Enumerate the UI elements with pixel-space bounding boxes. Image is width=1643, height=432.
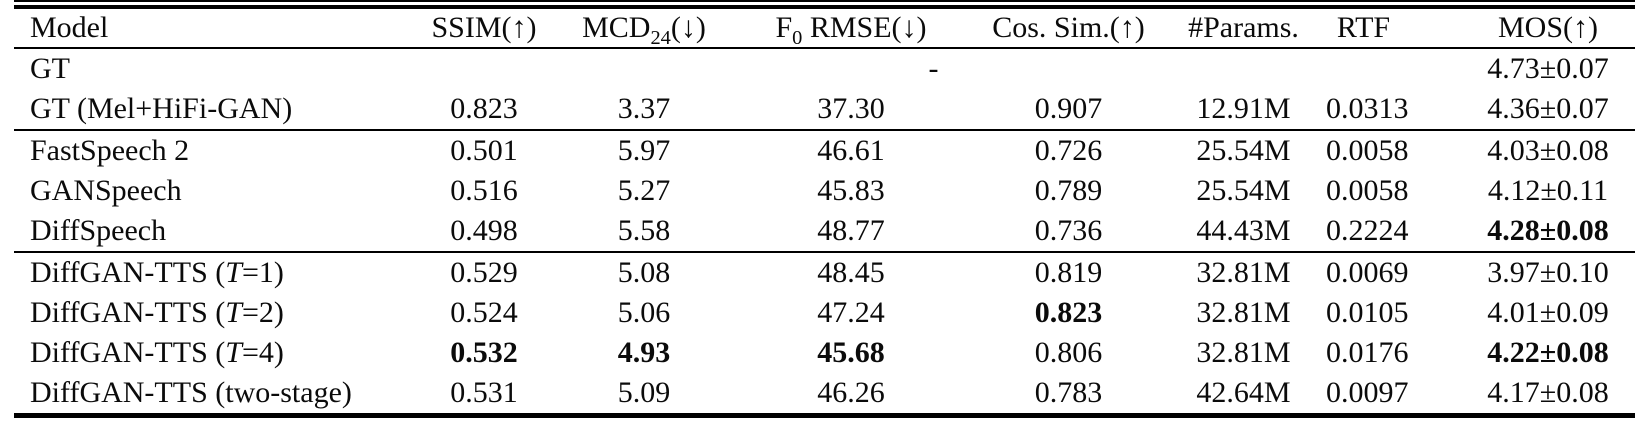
- metric-cell: 5.27: [617, 174, 671, 207]
- metric-cell: 5.58: [562, 211, 726, 253]
- results-table: Model SSIM(↑) MCD24(↓) F0 RMSE(↓) Cos. S…: [14, 9, 1635, 413]
- metric-cell: 0.789: [1034, 174, 1103, 207]
- metric-cell: 4.93: [617, 336, 671, 369]
- row-gt-mel-hifigan: GT (Mel+HiFi-GAN) 0.823 3.37 37.30 0.907…: [14, 89, 1635, 131]
- metric-cell: 5.08: [617, 256, 671, 289]
- model-cell: GT: [30, 52, 70, 85]
- metric-cell: 45.68: [817, 336, 885, 369]
- column-header-mcd24: MCD24(↓): [562, 9, 726, 49]
- metric-cell: 0.0105: [1326, 296, 1409, 329]
- metric-cell: 32.81M: [1196, 296, 1291, 329]
- metric-cell: 0.819: [1034, 256, 1103, 289]
- results-table-wrapper: Model SSIM(↑) MCD24(↓) F0 RMSE(↓) Cos. S…: [14, 0, 1635, 418]
- metric-cell: 45.83: [817, 174, 885, 207]
- metric-cell: 4.22±0.08: [1487, 336, 1609, 369]
- metric-cell: 0.532: [450, 336, 518, 369]
- column-header-ssim: SSIM(↑): [406, 9, 562, 49]
- metric-cell: 4.73±0.07: [1487, 52, 1609, 85]
- metric-cell: 0.907: [976, 89, 1161, 131]
- metric-cell: 4.36±0.07: [1431, 89, 1635, 131]
- header-row: Model SSIM(↑) MCD24(↓) F0 RMSE(↓) Cos. S…: [14, 9, 1635, 49]
- metric-cell: 5.97: [617, 134, 671, 167]
- column-header-f0-rmse: F0 RMSE(↓): [726, 9, 976, 49]
- metric-cell: 0.806: [1034, 336, 1103, 369]
- row-diffgan-tts-t1: DiffGAN-TTS (T=1) 0.529 5.08 48.45 0.819…: [14, 252, 1635, 293]
- row-ganspeech: GANSpeech 0.516 5.27 45.83 0.789 25.54M …: [14, 171, 1635, 211]
- metric-cell: 0.501: [450, 134, 518, 167]
- model-cell: DiffSpeech: [14, 211, 406, 253]
- metric-cell: 25.54M: [1196, 134, 1291, 167]
- metric-cell: 4.03±0.08: [1487, 134, 1609, 167]
- metric-cell: 0.783: [1034, 376, 1103, 409]
- row-gt: GT - 4.73±0.07: [14, 48, 1635, 89]
- column-header-rtf: RTF: [1326, 9, 1431, 49]
- metric-cell: 0.516: [450, 174, 518, 207]
- metric-cell: 0.529: [450, 256, 518, 289]
- column-header-cos-sim: Cos. Sim.(↑): [976, 9, 1161, 49]
- metric-cell: 0.2224: [1326, 211, 1431, 253]
- model-cell: DiffGAN-TTS (T=4): [30, 336, 284, 369]
- column-header-mos: MOS(↑): [1431, 9, 1635, 49]
- metric-cell: 42.64M: [1196, 376, 1291, 409]
- metric-cell: 0.0069: [1326, 256, 1409, 289]
- metric-cell: 44.43M: [1161, 211, 1326, 253]
- metric-cell: 32.81M: [1196, 256, 1291, 289]
- metric-cell: 46.61: [817, 134, 885, 167]
- row-diffgan-tts-t4: DiffGAN-TTS (T=4) 0.532 4.93 45.68 0.806…: [14, 333, 1635, 373]
- metric-cell: 46.26: [817, 376, 885, 409]
- metric-cell: 0.0313: [1326, 89, 1431, 131]
- metric-cell: 48.45: [817, 256, 885, 289]
- metric-cell: 3.37: [562, 89, 726, 131]
- metric-cell: 0.726: [1034, 134, 1103, 167]
- metric-cell: 4.12±0.11: [1487, 174, 1609, 207]
- dash-cell: -: [928, 52, 939, 85]
- row-diffgan-tts-two-stage: DiffGAN-TTS (two-stage) 0.531 5.09 46.26…: [14, 373, 1635, 413]
- metric-cell: 0.498: [406, 211, 562, 253]
- metric-cell: 37.30: [726, 89, 976, 131]
- model-cell: DiffGAN-TTS (T=1): [30, 256, 284, 289]
- metric-cell: 0.0176: [1326, 336, 1409, 369]
- row-fastspeech2: FastSpeech 2 0.501 5.97 46.61 0.726 25.5…: [14, 130, 1635, 171]
- metric-cell: 4.01±0.09: [1487, 296, 1609, 329]
- metric-cell: 0.736: [976, 211, 1161, 253]
- column-header-params: #Params.: [1161, 9, 1326, 49]
- metric-cell: 3.97±0.10: [1487, 256, 1609, 289]
- metric-cell: 4.17±0.08: [1487, 376, 1609, 409]
- metric-cell: 0.524: [450, 296, 518, 329]
- row-diffspeech: DiffSpeech 0.498 5.58 48.77 0.736 44.43M…: [14, 211, 1635, 253]
- metric-cell: 0.531: [450, 376, 518, 409]
- metric-cell: 32.81M: [1196, 336, 1291, 369]
- metric-cell: 0.0058: [1326, 174, 1409, 207]
- metric-cell: 4.28±0.08: [1431, 211, 1635, 253]
- row-diffgan-tts-t2: DiffGAN-TTS (T=2) 0.524 5.06 47.24 0.823…: [14, 293, 1635, 333]
- model-cell: DiffGAN-TTS (T=2): [30, 296, 284, 329]
- metric-cell: 47.24: [817, 296, 885, 329]
- column-header-model: Model: [14, 9, 406, 49]
- metric-cell: 12.91M: [1161, 89, 1326, 131]
- top-rule-thick: [14, 5, 1635, 9]
- model-cell: DiffGAN-TTS (two-stage): [30, 376, 352, 409]
- model-cell: FastSpeech 2: [30, 134, 190, 167]
- bottom-rule: [14, 413, 1635, 418]
- top-rule-thin: [14, 0, 1635, 2]
- metric-cell: 0.823: [406, 89, 562, 131]
- metric-cell: 48.77: [726, 211, 976, 253]
- metric-cell: 0.0097: [1326, 376, 1409, 409]
- metric-cell: 0.823: [1034, 296, 1103, 329]
- metric-cell: 0.0058: [1326, 134, 1409, 167]
- model-cell: GT (Mel+HiFi-GAN): [14, 89, 406, 131]
- model-cell: GANSpeech: [30, 174, 182, 207]
- metric-cell: 5.09: [617, 376, 671, 409]
- metric-cell: 5.06: [617, 296, 671, 329]
- metric-cell: 25.54M: [1196, 174, 1291, 207]
